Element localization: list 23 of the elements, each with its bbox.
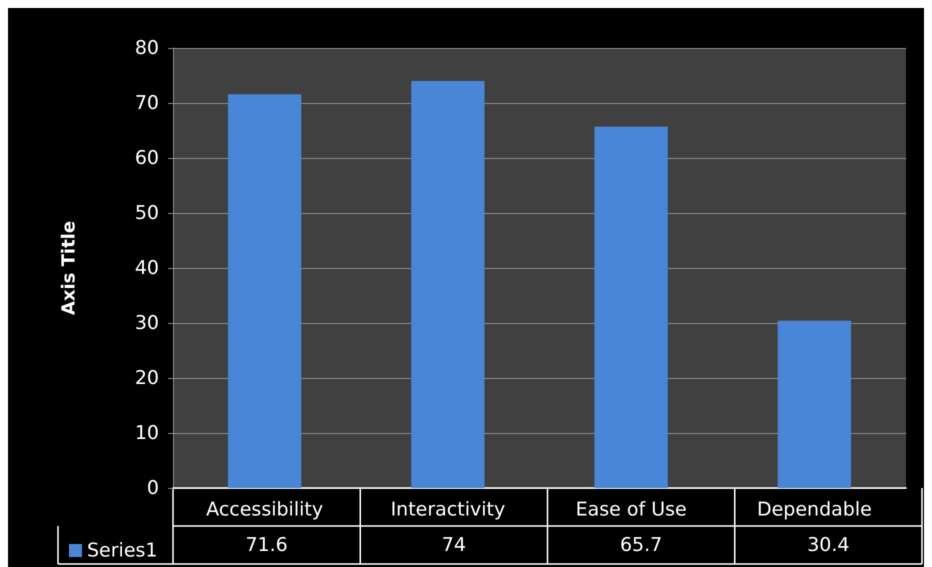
bar: [411, 81, 485, 488]
y-axis-title: Axis Title: [58, 220, 80, 316]
bar: [594, 126, 668, 488]
legend-label: Series1: [87, 540, 158, 562]
x-tick-label: Ease of Use: [576, 498, 687, 520]
data-label: 30.4: [807, 534, 850, 556]
x-tick-label: Dependable: [756, 498, 872, 520]
x-tick-label: Interactivity: [390, 498, 506, 520]
y-tick-label: 30: [134, 312, 159, 334]
y-tick-label: 40: [134, 257, 159, 279]
y-tick-label: 70: [134, 92, 159, 114]
data-label: 74: [442, 534, 466, 556]
y-tick-label: 60: [134, 147, 159, 169]
bar: [778, 320, 852, 488]
data-label: 65.7: [620, 534, 662, 556]
y-tick-label: 10: [134, 422, 159, 444]
y-tick-label: 50: [134, 202, 159, 224]
x-tick-label: Accessibility: [206, 498, 324, 520]
data-label: 71.6: [245, 534, 288, 556]
y-tick-label: 80: [134, 37, 159, 59]
bar: [228, 94, 302, 488]
y-tick-label: 0: [146, 477, 159, 499]
y-tick-label: 20: [134, 367, 159, 389]
